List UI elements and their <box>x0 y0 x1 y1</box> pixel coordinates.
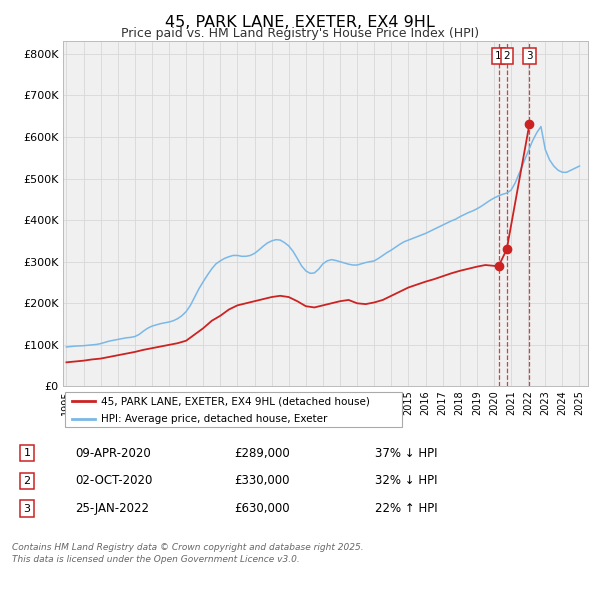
Text: 09-APR-2020: 09-APR-2020 <box>75 447 151 460</box>
Text: 45, PARK LANE, EXETER, EX4 9HL (detached house): 45, PARK LANE, EXETER, EX4 9HL (detached… <box>101 396 370 406</box>
Text: 02-OCT-2020: 02-OCT-2020 <box>75 474 152 487</box>
Text: 2: 2 <box>503 51 510 61</box>
Text: 22% ↑ HPI: 22% ↑ HPI <box>375 502 437 515</box>
Text: This data is licensed under the Open Government Licence v3.0.: This data is licensed under the Open Gov… <box>12 555 300 564</box>
Text: 3: 3 <box>23 504 31 513</box>
Text: £330,000: £330,000 <box>234 474 290 487</box>
FancyBboxPatch shape <box>65 392 401 427</box>
Text: 32% ↓ HPI: 32% ↓ HPI <box>375 474 437 487</box>
Text: Price paid vs. HM Land Registry's House Price Index (HPI): Price paid vs. HM Land Registry's House … <box>121 27 479 40</box>
Text: 3: 3 <box>526 51 533 61</box>
Text: 2: 2 <box>23 476 31 486</box>
Text: 25-JAN-2022: 25-JAN-2022 <box>75 502 149 515</box>
Text: 45, PARK LANE, EXETER, EX4 9HL: 45, PARK LANE, EXETER, EX4 9HL <box>165 15 435 30</box>
Text: 37% ↓ HPI: 37% ↓ HPI <box>375 447 437 460</box>
Text: £289,000: £289,000 <box>234 447 290 460</box>
Text: 1: 1 <box>23 448 31 458</box>
Text: HPI: Average price, detached house, Exeter: HPI: Average price, detached house, Exet… <box>101 414 327 424</box>
Text: £630,000: £630,000 <box>234 502 290 515</box>
Text: Contains HM Land Registry data © Crown copyright and database right 2025.: Contains HM Land Registry data © Crown c… <box>12 543 364 552</box>
Text: 1: 1 <box>495 51 502 61</box>
